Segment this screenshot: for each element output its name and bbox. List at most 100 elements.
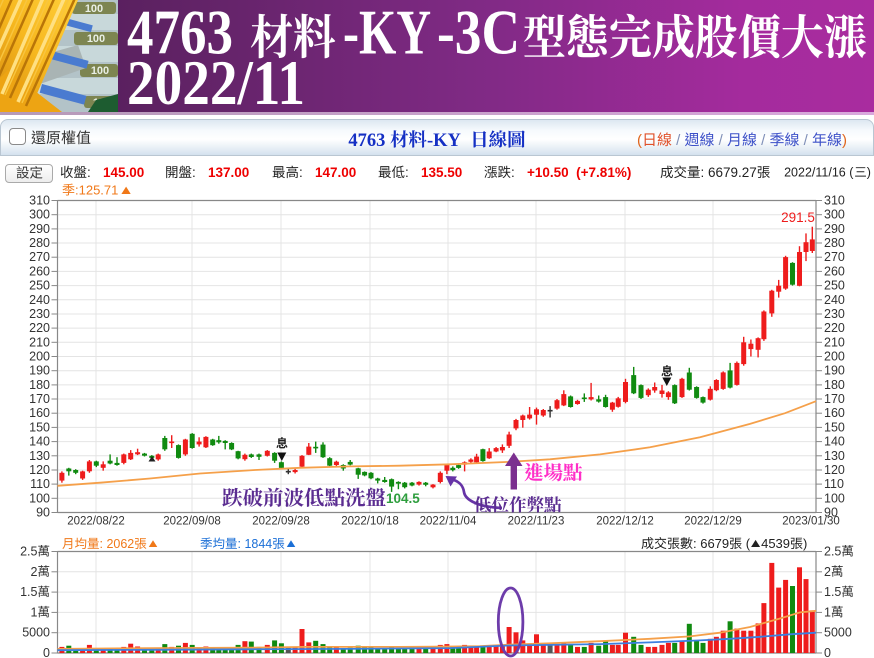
svg-text:/: /: [715, 132, 728, 149]
svg-text:100: 100: [87, 33, 105, 45]
svg-text:130: 130: [824, 449, 845, 463]
svg-text:100: 100: [29, 491, 50, 505]
svg-text:147.00: 147.00: [315, 165, 356, 180]
svg-text:290: 290: [824, 222, 845, 236]
svg-text:260: 260: [29, 264, 50, 278]
svg-text:4539: 4539: [761, 536, 790, 551]
svg-text:290: 290: [29, 222, 50, 236]
svg-text:/: /: [672, 132, 685, 149]
svg-text:2: 2: [824, 565, 831, 579]
svg-text:260: 260: [824, 264, 845, 278]
svg-text:104.5: 104.5: [386, 491, 420, 506]
svg-text:0: 0: [43, 646, 50, 658]
svg-text::: :: [511, 165, 515, 180]
svg-text:(: (: [742, 536, 751, 551]
svg-text:2022/09/08: 2022/09/08: [163, 516, 221, 528]
svg-text:2022/11/04: 2022/11/04: [420, 516, 477, 528]
svg-text:1.5: 1.5: [20, 585, 37, 599]
svg-text::: :: [299, 165, 303, 180]
svg-text:): ): [803, 536, 807, 551]
svg-text:180: 180: [29, 378, 50, 392]
svg-text:100: 100: [91, 65, 109, 77]
svg-text:2022/11/16 (: 2022/11/16 (: [784, 166, 854, 180]
svg-text:210: 210: [824, 335, 845, 349]
svg-text:2022/11: 2022/11: [127, 48, 305, 118]
svg-text:(: (: [637, 132, 642, 149]
svg-text:: 1844: : 1844: [238, 537, 273, 551]
svg-text:110: 110: [30, 477, 50, 491]
svg-text:2022/12/29: 2022/12/29: [684, 516, 742, 528]
svg-text:0: 0: [824, 646, 831, 658]
svg-text:100: 100: [824, 491, 845, 505]
svg-text:+10.50 (+7.81%): +10.50 (+7.81%): [527, 165, 631, 180]
svg-text:100: 100: [85, 3, 103, 15]
svg-text:220: 220: [29, 321, 50, 335]
svg-text:160: 160: [29, 406, 50, 420]
svg-text::: :: [405, 165, 409, 180]
svg-text:-KY: -KY: [343, 0, 431, 68]
svg-text:: 2062: : 2062: [100, 537, 135, 551]
svg-text:5000: 5000: [22, 626, 50, 640]
svg-text:1: 1: [824, 605, 831, 619]
svg-text:2022/12/12: 2022/12/12: [596, 516, 654, 528]
svg-text:/: /: [800, 132, 813, 149]
svg-text:90: 90: [824, 506, 838, 520]
svg-text:180: 180: [824, 378, 845, 392]
svg-text:135.50: 135.50: [421, 165, 462, 180]
svg-text:137.00: 137.00: [208, 165, 249, 180]
svg-text:2023/01/30: 2023/01/30: [782, 516, 840, 528]
svg-text:2022/11/23: 2022/11/23: [508, 516, 565, 528]
svg-text:270: 270: [824, 250, 845, 264]
svg-text::125.71: :125.71: [75, 183, 118, 198]
svg-text:291.5: 291.5: [781, 210, 815, 225]
svg-text:2: 2: [31, 565, 38, 579]
svg-text:200: 200: [29, 350, 50, 364]
svg-text:130: 130: [29, 449, 50, 463]
svg-text:280: 280: [29, 236, 50, 250]
svg-text:-KY: -KY: [427, 131, 469, 151]
svg-text:): ): [867, 166, 871, 180]
svg-text::: :: [87, 165, 91, 180]
svg-text:300: 300: [29, 208, 50, 222]
svg-text:250: 250: [29, 279, 50, 293]
svg-text:280: 280: [824, 236, 845, 250]
svg-text:120: 120: [29, 463, 50, 477]
svg-text:240: 240: [29, 293, 50, 307]
svg-text:): ): [842, 132, 847, 149]
svg-text:150: 150: [29, 420, 50, 434]
svg-text:2.5: 2.5: [20, 545, 37, 559]
svg-text:2022/08/22: 2022/08/22: [67, 516, 125, 528]
svg-text:/: /: [757, 132, 770, 149]
svg-text:250: 250: [824, 279, 845, 293]
svg-text:2022/09/28: 2022/09/28: [252, 516, 310, 528]
svg-text:220: 220: [824, 321, 845, 335]
svg-text:310: 310: [824, 194, 845, 208]
svg-text:: 6679: : 6679: [693, 536, 729, 551]
svg-text:160: 160: [824, 406, 845, 420]
svg-text:145.00: 145.00: [103, 165, 144, 180]
svg-text:1: 1: [31, 605, 38, 619]
svg-text:300: 300: [824, 208, 845, 222]
svg-text:310: 310: [29, 194, 50, 208]
svg-text:5000: 5000: [824, 626, 852, 640]
svg-text:210: 210: [29, 335, 50, 349]
svg-text:90: 90: [36, 506, 50, 520]
svg-text:240: 240: [824, 293, 845, 307]
svg-text:2.5: 2.5: [824, 545, 841, 559]
svg-text:4763: 4763: [127, 0, 233, 68]
svg-text:2022/10/18: 2022/10/18: [341, 516, 399, 528]
svg-text:-3C: -3C: [437, 0, 520, 68]
svg-text:: 6679.27: : 6679.27: [701, 165, 757, 180]
svg-text:230: 230: [824, 307, 845, 321]
svg-text:170: 170: [29, 392, 50, 406]
svg-text:1.5: 1.5: [824, 585, 841, 599]
svg-text:4763: 4763: [348, 131, 390, 151]
svg-text:230: 230: [29, 307, 50, 321]
svg-text:190: 190: [29, 364, 50, 378]
svg-text:270: 270: [29, 250, 50, 264]
svg-text:140: 140: [29, 435, 50, 449]
svg-text:140: 140: [824, 435, 845, 449]
svg-text:200: 200: [824, 350, 845, 364]
svg-text:170: 170: [824, 392, 845, 406]
svg-text:190: 190: [824, 364, 845, 378]
